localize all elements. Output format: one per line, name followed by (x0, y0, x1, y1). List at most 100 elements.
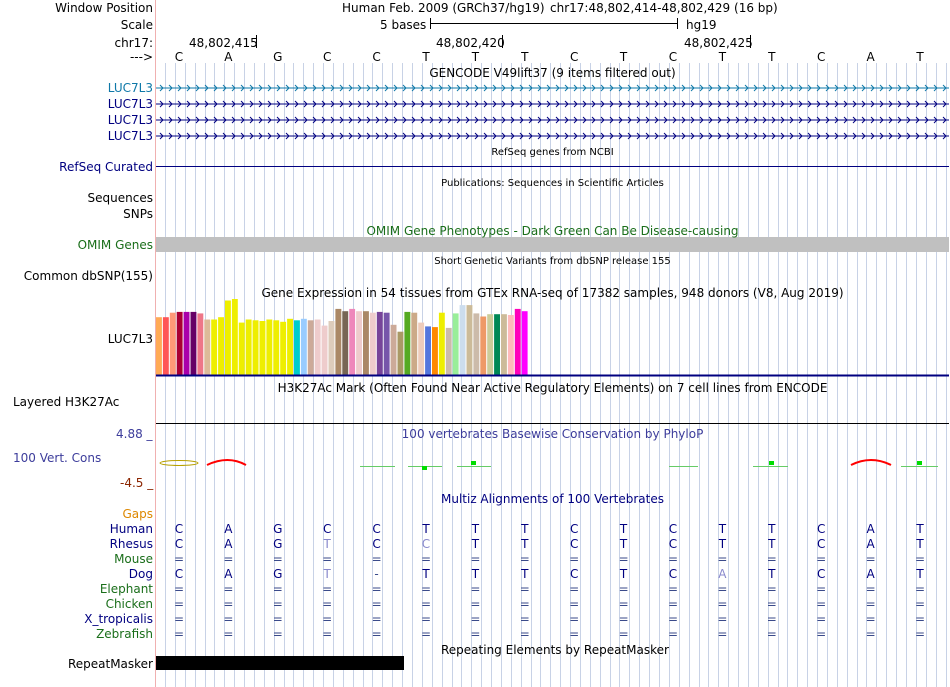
multiz-zebrafish-base-6: = (420, 627, 432, 641)
gencode-label-3[interactable]: LUC7L3 (107, 113, 153, 127)
repeatmasker-track-title: Repeating Elements by RepeatMasker (441, 643, 669, 657)
base-11: C (668, 50, 678, 64)
gtex-bar-6 (190, 311, 197, 375)
multiz-dog-base-15: A (866, 567, 875, 581)
multiz-mouse-base-5: = (371, 552, 382, 566)
repeatmasker-label[interactable]: RepeatMasker (67, 657, 153, 671)
gtex-bar-19 (280, 321, 287, 375)
multiz-species-dog[interactable]: Dog (128, 567, 153, 581)
base-7: T (471, 50, 480, 64)
multiz-mouse-base-13: = (766, 552, 777, 566)
multiz-species-human[interactable]: Human (109, 522, 153, 536)
multiz-elephant-base-7: = (470, 582, 481, 596)
publications-sequences-label[interactable]: Sequences (87, 191, 153, 205)
h3k27ac-label[interactable]: Layered H3K27Ac (13, 395, 120, 409)
multiz-elephant-base-8: = (519, 582, 530, 596)
multiz-zebrafish-base-4: = (322, 627, 333, 641)
gtex-bar-8 (204, 319, 211, 375)
gtex-bar-53 (514, 308, 521, 375)
gtex-bar-36 (397, 331, 404, 375)
cons-ymax-label: 4.88 _ (116, 427, 153, 441)
refseq-label[interactable]: RefSeq Curated (59, 160, 153, 174)
multiz-elephant-base-3: = (272, 582, 283, 596)
gtex-label[interactable]: LUC7L3 (107, 332, 153, 346)
base-15: A (866, 50, 875, 64)
gtex-bar-18 (273, 320, 280, 375)
base-3: G (273, 50, 283, 64)
multiz-rhesus-base-6: C (421, 537, 431, 551)
multiz-zebrafish-base-12: = (717, 627, 728, 641)
multiz-rhesus-base-10: T (619, 537, 628, 551)
multiz-species-chicken[interactable]: Chicken (105, 597, 153, 611)
repeatmasker-block (156, 656, 404, 670)
multiz-zebrafish-base-14: = (816, 627, 827, 641)
gencode-label-2[interactable]: LUC7L3 (107, 97, 153, 111)
cons-label[interactable]: 100 Vert. Cons (13, 451, 102, 465)
ruler-tick-label-1: 48,802,415 (189, 36, 258, 50)
multiz-mouse-base-2: = (223, 552, 234, 566)
cons-wiggle-1 (159, 460, 199, 466)
cons-wiggle-3 (850, 459, 892, 466)
multiz-human-base-1: C (174, 522, 184, 536)
cons-point-1 (422, 466, 427, 470)
multiz-x_tropicalis-base-8: = (519, 612, 530, 626)
h3k27ac-track-title: H3K27Ac Mark (Often Found Near Active Re… (277, 381, 828, 395)
multiz-dog-base-13: T (768, 567, 776, 581)
gtex-bar-14 (245, 319, 252, 375)
dbsnp-label[interactable]: Common dbSNP(155) (23, 269, 153, 283)
multiz-chicken-base-1: = (173, 597, 185, 611)
scale-assembly: hg19 (686, 18, 717, 32)
multiz-species-zebrafish[interactable]: Zebrafish (96, 627, 153, 641)
base-6: T (422, 50, 430, 64)
multiz-species-elephant[interactable]: Elephant (99, 582, 153, 596)
multiz-rhesus-base-12: T (718, 537, 727, 551)
multiz-human-base-14: C (816, 522, 826, 536)
multiz-species-mouse[interactable]: Mouse (114, 552, 153, 566)
position-readout[interactable]: chr17:48,802,414-48,802,429 (16 bp) (550, 1, 778, 15)
multiz-mouse-base-7: = (470, 552, 481, 566)
multiz-chicken-base-7: = (470, 597, 481, 611)
multiz-dog-base-6: T (422, 567, 430, 581)
multiz-chicken-base-13: = (766, 597, 777, 611)
multiz-zebrafish-base-15: = (865, 627, 876, 641)
gtex-bar-12 (231, 299, 238, 375)
multiz-zebrafish-base-8: = (519, 627, 530, 641)
multiz-mouse-base-9: = (569, 552, 580, 566)
multiz-human-base-10: T (619, 522, 628, 536)
multiz-species-x_tropicalis[interactable]: X_tropicalis (84, 612, 153, 626)
gtex-bar-34 (383, 312, 390, 375)
multiz-species-rhesus[interactable]: Rhesus (109, 537, 153, 551)
multiz-rhesus-base-14: C (816, 537, 826, 551)
gencode-arrows-2 (159, 100, 947, 108)
multiz-rhesus-base-15: A (866, 537, 875, 551)
gtex-bar-33 (376, 311, 383, 375)
multiz-chicken-base-14: = (816, 597, 827, 611)
gtex-bar-51 (501, 314, 507, 375)
multiz-x_tropicalis-base-15: = (865, 612, 876, 626)
multiz-rhesus-base-1: C (174, 537, 184, 551)
gtex-bar-43 (445, 327, 452, 375)
multiz-dog-base-8: T (521, 567, 529, 581)
publications-snps-label[interactable]: SNPs (123, 207, 153, 221)
multiz-human-base-3: G (273, 522, 283, 536)
multiz-rhesus-base-8: T (521, 537, 529, 551)
gtex-bar-20 (287, 318, 293, 375)
gtex-bar-44 (452, 313, 459, 375)
multiz-human-base-8: T (521, 522, 529, 536)
gencode-label-4[interactable]: LUC7L3 (107, 129, 153, 143)
multiz-zebrafish-base-1: = (173, 627, 185, 641)
multiz-gaps-label[interactable]: Gaps (122, 507, 153, 521)
gtex-bar-48 (480, 316, 487, 375)
multiz-dog-base-9: C (569, 567, 579, 581)
multiz-chicken-base-8: = (519, 597, 530, 611)
multiz-chicken-base-16: = (914, 597, 926, 611)
multiz-zebrafish-base-11: = (667, 627, 679, 641)
multiz-rhesus-base-2: A (224, 537, 233, 551)
multiz-dog-base-7: T (471, 567, 480, 581)
multiz-dog-base-10: T (619, 567, 628, 581)
omim-label[interactable]: OMIM Genes (77, 238, 153, 252)
gtex-bar-28 (342, 311, 349, 375)
cons-track-title: 100 vertebrates Basewise Conservation by… (401, 427, 704, 441)
gencode-label-1[interactable]: LUC7L3 (107, 81, 153, 95)
